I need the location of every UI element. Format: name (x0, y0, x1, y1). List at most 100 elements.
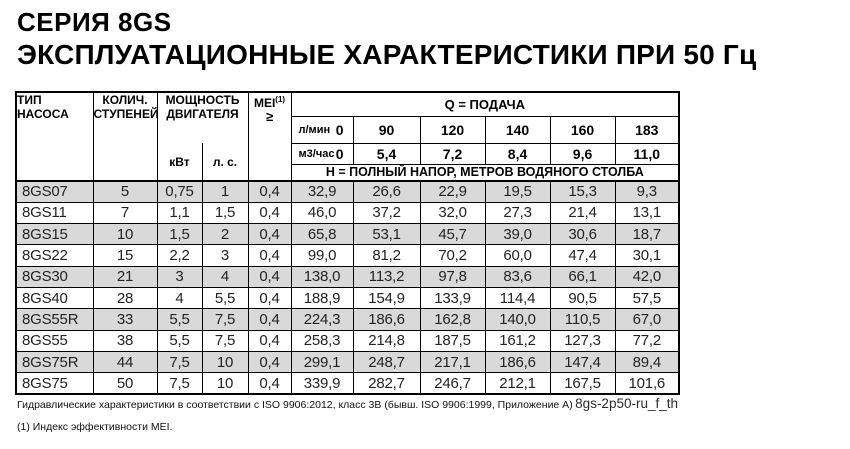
head-value-cell: 19,5 (484, 180, 551, 203)
kw-cell: 1,1 (156, 201, 203, 225)
stages-cell: 7 (92, 201, 158, 225)
stages-cell: 50 (92, 372, 158, 395)
head-value-cell: 60,0 (484, 244, 551, 267)
kw-cell: 2,2 (156, 244, 203, 267)
flow-m3h-row: кВт л. с. м3/час 0 5,4 7,2 8,4 9,6 11,0 (16, 143, 680, 182)
mei-cell: 0,4 (247, 180, 292, 203)
head-value-cell: 147,4 (549, 350, 616, 374)
pump-row: 8GS55 38 5,5 7,5 0,4 258,3 214,8 187,5 161,2 127,… (15, 329, 680, 352)
kw-cell: 5,5 (156, 329, 203, 352)
head-header: Н = ПОЛНЫЙ НАПОР, МЕТРОВ ВОДЯНОГО СТОЛБА (290, 164, 680, 182)
head-value-cell: 167,5 (549, 372, 616, 395)
head-value-cell: 154,9 (352, 286, 421, 310)
greater-equal-symbol: ≥ (265, 109, 274, 124)
mei-cell: 0,4 (247, 350, 292, 374)
head-value-cell: 217,1 (419, 350, 486, 374)
head-value-cell: 127,3 (549, 329, 616, 352)
hp-cell: 4 (201, 265, 249, 288)
hp-cell: 2 (201, 223, 249, 246)
head-value-cell: 30,6 (549, 223, 616, 246)
kw-cell: 3 (156, 265, 203, 288)
head-value-cell: 9,3 (614, 180, 680, 203)
head-value-cell: 77,2 (614, 329, 680, 352)
head-value-cell: 299,1 (290, 350, 354, 374)
head-value-cell: 282,7 (352, 372, 421, 395)
head-value-cell: 53,1 (352, 223, 421, 246)
pump-model-cell: 8GS75R (15, 350, 94, 374)
pump-model-cell: 8GS15 (15, 223, 94, 246)
head-value-cell: 101,6 (614, 372, 680, 395)
hp-cell: 10 (201, 372, 249, 395)
stages-cell: 28 (92, 286, 158, 310)
pump-model-cell: 8GS07 (15, 180, 94, 203)
head-value-cell: 90,5 (549, 286, 616, 310)
head-value-cell: 13,1 (614, 201, 680, 225)
stages-header-line2: СТУПЕНЕЙ (93, 107, 157, 121)
mei-cell: 0,4 (247, 286, 292, 310)
pump-row: 8GS40 28 4 5,5 0,4 188,9 154,9 133,9 114,4 90,5 57… (15, 286, 680, 310)
pump-row: 8GS22 15 2,2 3 0,4 99,0 81,2 70,2 60,0 47,4 30,1 (15, 244, 680, 267)
document-code: 8gs-2p50-ru_f_th (575, 396, 678, 411)
head-value-cell: 339,9 (290, 372, 354, 395)
page-subtitle: ЭКСПЛУАТАЦИОННЫЕ ХАРАКТЕРИСТИКИ ПРИ 50 Г… (17, 39, 757, 70)
head-value-cell: 187,5 (419, 329, 486, 352)
pump-row: 8GS15 10 1,5 2 0,4 65,8 53,1 45,7 39,0 30,6 18,7 (15, 223, 680, 246)
pump-model-cell: 8GS30 (15, 265, 94, 288)
mei-cell: 0,4 (247, 265, 292, 288)
kw-unit-header: кВт (156, 143, 202, 182)
head-value-cell: 37,2 (352, 201, 421, 225)
flow-value-cell: 140 (484, 116, 551, 144)
head-value-cell: 224,3 (290, 308, 354, 331)
flow-value-cell: 90 (352, 116, 421, 144)
hp-cell: 5,5 (201, 286, 249, 310)
stages-cell: 33 (92, 308, 158, 331)
head-value-cell: 114,4 (484, 286, 551, 310)
pump-model-cell: 8GS22 (15, 244, 94, 267)
head-value-cell: 21,4 (549, 201, 616, 225)
m3h-unit-label: м3/час (298, 147, 335, 160)
motor-power-header-line1: МОЩНОСТЬ (165, 93, 240, 107)
hp-cell: 1,5 (201, 201, 249, 225)
head-value-cell: 212,1 (484, 372, 551, 395)
pump-row: 8GS30 21 3 4 0,4 138,0 113,2 97,8 83,6 66,1 42,0 (15, 265, 680, 288)
mei-header: MEI(1) ≥ (247, 92, 292, 182)
kw-cell: 5,5 (156, 308, 203, 331)
head-value-cell: 39,0 (484, 223, 551, 246)
series-title: СЕРИЯ 8GS (17, 7, 172, 37)
flow-m3h-first-cell: м3/час 0 (290, 143, 354, 165)
kw-cell: 1,5 (156, 223, 203, 246)
motor-power-header: МОЩНОСТЬ ДВИГАТЕЛЯ (156, 92, 249, 143)
hp-cell: 7,5 (201, 308, 249, 331)
hydraulic-note: Гидравлические характеристики в соответс… (17, 399, 573, 411)
flow-lmin-row: л/мин 0 90 120 140 160 183 (16, 116, 680, 144)
pump-model-cell: 8GS75 (15, 372, 94, 395)
head-value-cell: 214,8 (352, 329, 421, 352)
flow-value-cell: 8,4 (484, 143, 551, 165)
head-value-cell: 26,6 (352, 180, 421, 203)
flow-lmin-first-cell: л/мин 0 (290, 116, 354, 144)
kw-cell: 7,5 (156, 372, 203, 395)
pump-row: 8GS55R 33 5,5 7,5 0,4 224,3 186,6 162,8 140,0 110… (15, 308, 680, 331)
head-value-cell: 186,6 (352, 308, 421, 331)
mei-cell: 0,4 (247, 372, 292, 395)
head-value-cell: 45,7 (419, 223, 486, 246)
stages-cell: 21 (92, 265, 158, 288)
flow-value-cell: 9,6 (549, 143, 616, 165)
head-value-cell: 140,0 (484, 308, 551, 331)
mei-footnote: (1) Индекс эффективности MEI. (17, 421, 173, 433)
head-value-cell: 70,2 (419, 244, 486, 267)
head-value-cell: 42,0 (614, 265, 680, 288)
head-value-cell: 248,7 (352, 350, 421, 374)
flow-value-cell: 160 (549, 116, 616, 144)
kw-cell: 7,5 (156, 350, 203, 374)
flow-header: Q = ПОДАЧА (290, 92, 680, 117)
m3h-zero-value: 0 (335, 145, 344, 162)
head-value-cell: 32,9 (290, 180, 354, 203)
head-value-cell: 188,9 (290, 286, 354, 310)
stages-cell: 44 (92, 350, 158, 374)
head-value-cell: 99,0 (290, 244, 354, 267)
motor-power-header-line2: ДВИГАТЕЛЯ (166, 107, 239, 121)
head-value-cell: 81,2 (352, 244, 421, 267)
head-value-cell: 83,6 (484, 265, 551, 288)
page-titles: СЕРИЯ 8GS ЭКСПЛУАТАЦИОННЫЕ ХАРАКТЕРИСТИК… (17, 6, 756, 72)
